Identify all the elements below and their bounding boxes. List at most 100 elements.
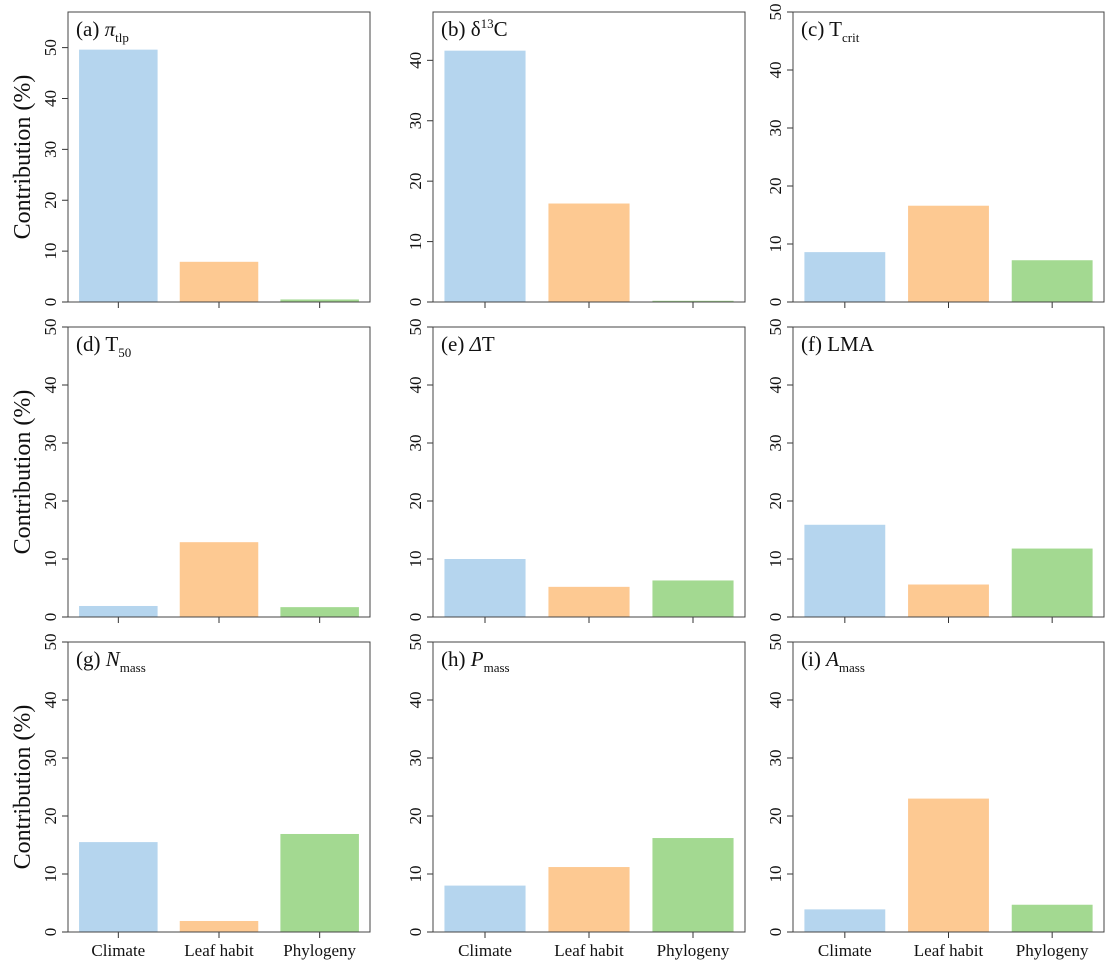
y-tick-label: 0 xyxy=(406,298,425,307)
bar xyxy=(79,842,158,932)
x-tick-label: Climate xyxy=(91,941,145,960)
panel-title: (f) LMA xyxy=(801,332,875,356)
panel-title: (d) T50 xyxy=(76,332,131,360)
title-part: 50 xyxy=(118,345,131,360)
x-tick-label: Climate xyxy=(818,941,872,960)
bar xyxy=(444,885,526,932)
panel-title: (h) Pmass xyxy=(441,647,510,675)
title-part: (b) δ xyxy=(441,17,481,41)
y-axis-label: Contribution (%) xyxy=(10,75,36,240)
y-tick-label: 40 xyxy=(406,377,425,394)
title-part: (f) LMA xyxy=(801,332,875,356)
y-tick-label: 20 xyxy=(406,493,425,510)
title-part: (c) T xyxy=(801,17,842,41)
title-part: tlp xyxy=(115,30,129,45)
y-tick-label: 50 xyxy=(766,319,785,336)
panel-title: (i) Amass xyxy=(801,647,865,675)
title-part: (h) xyxy=(441,647,471,671)
title-part: C xyxy=(494,17,508,41)
bar xyxy=(1011,904,1093,932)
y-tick-label: 10 xyxy=(406,233,425,250)
bar xyxy=(548,203,630,302)
y-tick-label: 20 xyxy=(41,192,60,209)
panel-title: (b) δ13C xyxy=(441,16,508,41)
bar xyxy=(652,838,734,932)
y-tick-label: 30 xyxy=(766,435,785,452)
bar xyxy=(179,261,259,302)
title-part: crit xyxy=(842,30,860,45)
y-axis-label: Contribution (%) xyxy=(10,390,36,555)
bar xyxy=(79,605,158,617)
title-part: (i) xyxy=(801,647,826,671)
bar xyxy=(908,798,989,932)
y-tick-label: 30 xyxy=(41,141,60,158)
y-tick-label: 20 xyxy=(766,493,785,510)
bar xyxy=(1011,548,1093,617)
y-tick-label: 50 xyxy=(41,319,60,336)
y-tick-label: 10 xyxy=(406,866,425,883)
y-tick-label: 10 xyxy=(406,551,425,568)
y-tick-label: 30 xyxy=(406,750,425,767)
y-tick-label: 40 xyxy=(406,692,425,709)
bar xyxy=(652,300,734,302)
bar xyxy=(1011,260,1093,302)
x-tick-label: Leaf habit xyxy=(184,941,254,960)
bar xyxy=(280,607,359,617)
y-tick-label: 10 xyxy=(766,551,785,568)
x-tick-label: Phylogeny xyxy=(283,941,356,960)
x-tick-label: Phylogeny xyxy=(657,941,730,960)
bar xyxy=(804,909,886,932)
bar xyxy=(179,542,259,617)
panel-frame xyxy=(792,641,1105,933)
panel-frame xyxy=(432,641,746,933)
panel-title: (e) ΔT xyxy=(441,332,495,356)
y-tick-label: 0 xyxy=(766,928,785,937)
y-tick-label: 30 xyxy=(406,435,425,452)
title-part: T xyxy=(482,332,495,356)
bar xyxy=(444,50,526,302)
bar xyxy=(79,49,158,302)
y-tick-label: 0 xyxy=(406,928,425,937)
bar xyxy=(548,867,630,932)
title-part: mass xyxy=(484,660,510,675)
title-part: P xyxy=(470,647,484,671)
bar xyxy=(280,833,359,932)
panel-frame xyxy=(432,11,746,303)
bar xyxy=(908,584,989,617)
title-part: mass xyxy=(839,660,865,675)
y-tick-label: 40 xyxy=(766,377,785,394)
y-tick-label: 50 xyxy=(406,634,425,651)
bar xyxy=(280,299,359,302)
title-part: π xyxy=(105,17,116,41)
title-part: mass xyxy=(120,660,146,675)
panel-frame xyxy=(67,326,371,618)
panel-frame xyxy=(792,326,1105,618)
y-tick-label: 0 xyxy=(766,613,785,622)
y-tick-label: 20 xyxy=(406,808,425,825)
y-axis-label: Contribution (%) xyxy=(10,705,36,870)
panel-title: (c) Tcrit xyxy=(801,17,860,45)
y-tick-label: 20 xyxy=(41,493,60,510)
bar xyxy=(548,586,630,617)
title-part: (g) xyxy=(76,647,106,671)
panel-frame xyxy=(67,11,371,303)
y-tick-label: 20 xyxy=(766,808,785,825)
y-tick-label: 0 xyxy=(406,613,425,622)
y-tick-label: 10 xyxy=(41,551,60,568)
x-tick-label: Phylogeny xyxy=(1016,941,1089,960)
y-tick-label: 30 xyxy=(766,750,785,767)
bar xyxy=(444,559,526,617)
bar xyxy=(908,205,989,302)
panel-frame xyxy=(792,11,1105,303)
y-tick-label: 10 xyxy=(766,866,785,883)
y-tick-label: 10 xyxy=(766,236,785,253)
panel-title: (g) Nmass xyxy=(76,647,146,675)
y-tick-label: 30 xyxy=(41,750,60,767)
bar xyxy=(652,580,734,617)
y-tick-label: 10 xyxy=(41,243,60,260)
y-tick-label: 40 xyxy=(766,62,785,79)
y-tick-label: 20 xyxy=(766,178,785,195)
title-part: (d) T xyxy=(76,332,118,356)
bar xyxy=(804,524,886,617)
